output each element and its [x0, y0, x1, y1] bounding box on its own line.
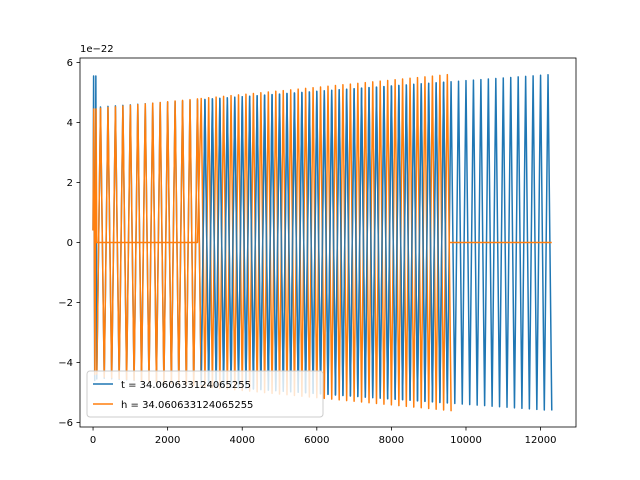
legend: t = 34.060633124065255 h = 34.06063312406… — [86, 370, 324, 418]
x-tick-label: 2000 — [155, 435, 180, 446]
x-tick-label: 0 — [90, 435, 96, 446]
x-tick-label: 4000 — [229, 435, 254, 446]
y-tick-label: −4 — [58, 358, 73, 369]
x-tick-label: 10000 — [450, 435, 482, 446]
y-tick-label: −6 — [58, 418, 73, 429]
y-tick-label: 0 — [67, 238, 73, 249]
y-axis-offset-label: 1e−22 — [80, 44, 114, 55]
legend-box — [86, 370, 324, 418]
x-axis-ticks: 0 2000 4000 6000 8000 10000 12000 — [90, 427, 557, 446]
y-tick-label: 4 — [67, 118, 73, 129]
legend-label: h = 34.060633124065255 — [121, 400, 253, 411]
y-tick-label: −2 — [58, 298, 73, 309]
y-tick-label: 2 — [67, 178, 73, 189]
x-tick-label: 6000 — [304, 435, 329, 446]
legend-label: t = 34.060633124065255 — [121, 380, 251, 391]
series-line-t-middle — [200, 81, 449, 404]
plot-lines — [92, 73, 553, 412]
y-tick-label: 6 — [67, 58, 73, 69]
x-tick-label: 12000 — [525, 435, 557, 446]
y-axis-ticks: −6 −4 −2 0 2 4 6 — [58, 58, 80, 429]
x-tick-label: 8000 — [379, 435, 404, 446]
